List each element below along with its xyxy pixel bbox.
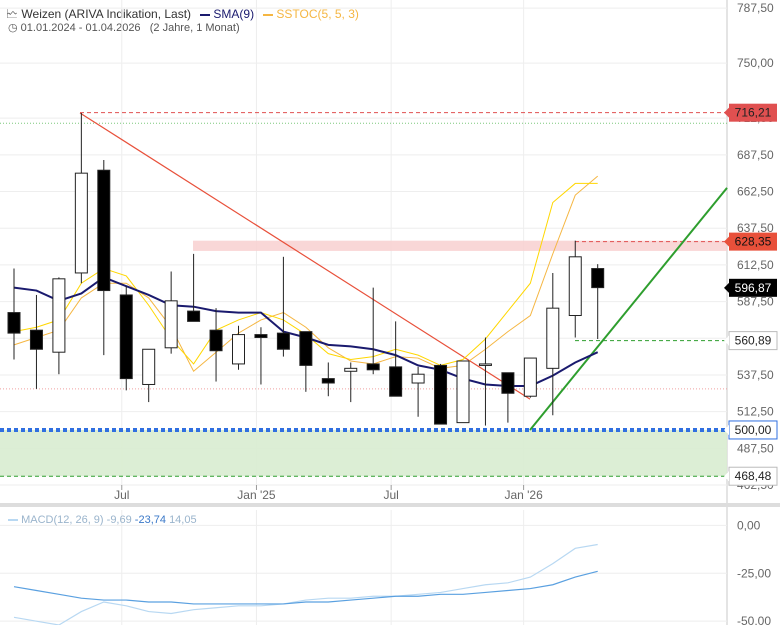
macd-legend: MACD(12, 26, 9) -9,69 -23,74 14,05 — [8, 514, 197, 526]
price-label-pointer — [724, 107, 729, 118]
macd-value-2: -23,74 — [134, 514, 166, 526]
y-tick-label: 487,50 — [737, 441, 774, 455]
price-label-3: 560,89 — [735, 334, 772, 348]
candle-body — [52, 278, 66, 353]
candle-body — [7, 312, 21, 334]
price-label-box — [729, 278, 777, 297]
pane-separator — [0, 503, 780, 507]
candle-body — [276, 332, 290, 350]
date-info: ◷ 01.01.2024 - 01.04.2026 (2 Jahre, 1 Mo… — [8, 21, 240, 34]
macd-y-tick-label: -25,00 — [737, 566, 771, 580]
sma-swatch-icon — [200, 13, 211, 16]
sstoc-slow-line — [13, 175, 599, 373]
macd-y-tick-label: -50,00 — [737, 614, 771, 625]
candle-body — [74, 172, 88, 274]
downtrend-line — [79, 112, 531, 400]
candle-body — [366, 363, 380, 371]
price-label-1: 628,35 — [735, 235, 772, 249]
macd-y-tick-label: 0,00 — [737, 518, 761, 532]
x-tick-label: Jul — [383, 488, 398, 502]
x-tick-label: Jan '25 — [237, 488, 276, 502]
candle-body — [546, 307, 560, 369]
candle-body — [209, 329, 223, 352]
candle-body — [434, 364, 448, 425]
macd-signal-line — [13, 570, 598, 605]
duration-label: (2 Jahre, 1 Monat) — [149, 22, 240, 34]
macd-legend-label: MACD(12, 26, 9) — [21, 514, 104, 526]
candle-body — [164, 300, 178, 349]
candle-body — [299, 331, 313, 366]
y-tick-label: 637,50 — [737, 221, 774, 235]
candles-icon: 🗠 — [6, 7, 19, 21]
support-zone — [0, 429, 727, 477]
candle-body — [568, 256, 582, 317]
candle-body — [478, 363, 492, 366]
candle-body — [389, 366, 403, 397]
macd-value-1: -9,69 — [106, 514, 132, 526]
candle-body — [411, 373, 425, 384]
candle-body — [232, 334, 245, 365]
price-label-5: 468,48 — [735, 469, 772, 483]
price-label-pointer — [724, 282, 729, 293]
price-label-pointer — [724, 471, 729, 482]
candle-body — [254, 334, 268, 339]
clock-icon: ◷ — [8, 22, 18, 34]
macd-value-3: 14,05 — [169, 514, 197, 526]
candle-body — [523, 357, 537, 397]
y-tick-label: 512,50 — [737, 405, 774, 419]
price-label-pointer — [724, 236, 729, 247]
y-tick-label: 587,50 — [737, 295, 774, 309]
y-tick-label: 750,00 — [737, 56, 774, 70]
y-tick-label: 537,50 — [737, 368, 774, 382]
y-tick-label: 612,50 — [737, 258, 774, 272]
candle-body — [501, 372, 515, 394]
y-tick-label: 662,50 — [737, 185, 774, 199]
price-label-2: 596,87 — [735, 281, 772, 295]
price-label-0: 716,21 — [735, 106, 772, 120]
price-label-box — [729, 103, 777, 122]
sstoc-swatch-icon — [263, 13, 274, 16]
x-tick-label: Jan '26 — [504, 488, 543, 502]
candle-body — [29, 329, 43, 350]
candle-body — [119, 294, 133, 380]
candle-body — [187, 310, 201, 322]
sma-legend-label: SMA(9) — [213, 7, 255, 21]
price-label-box — [729, 232, 777, 251]
price-label-pointer — [724, 424, 729, 435]
candle-body — [456, 360, 470, 424]
x-tick-label: Jul — [114, 488, 129, 502]
uptrend-line — [529, 187, 728, 431]
candle-body — [142, 348, 156, 385]
candle-body — [344, 367, 358, 372]
price-label-4: 500,00 — [735, 423, 772, 437]
macd-swatch-icon — [8, 519, 18, 522]
price-label-pointer — [724, 335, 729, 346]
sstoc-legend-label: SSTOC(5, 5, 3) — [276, 7, 359, 21]
chart-legend: 🗠 Weizen (ARIVA Indikation, Last) SMA(9)… — [6, 5, 359, 26]
macd-line — [13, 543, 598, 625]
y-tick-label: 787,50 — [737, 1, 774, 15]
resistance-zone — [193, 240, 727, 251]
candle-body — [321, 378, 335, 384]
candle-body — [591, 268, 605, 289]
date-range: 01.01.2024 - 01.04.2026 — [20, 22, 141, 34]
instrument-title: Weizen (ARIVA Indikation, Last) — [21, 7, 192, 21]
y-tick-label: 687,50 — [737, 148, 774, 162]
candle-body — [97, 169, 111, 292]
